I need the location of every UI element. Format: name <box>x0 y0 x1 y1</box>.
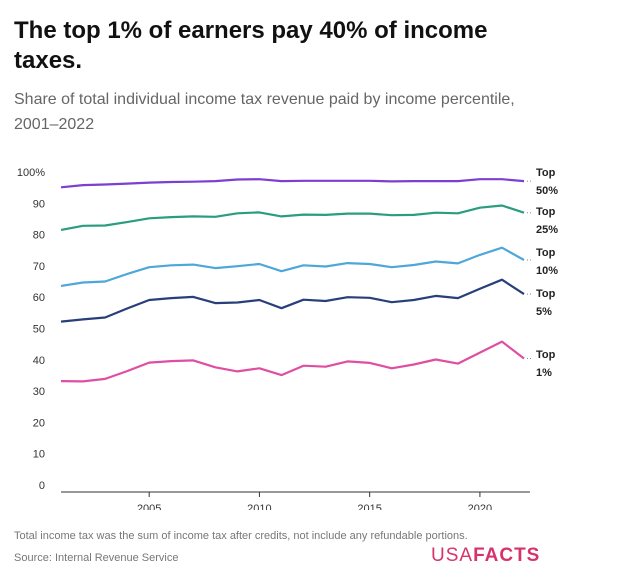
y-tick-label: 70 <box>33 261 45 273</box>
series-line <box>60 340 525 383</box>
series-line <box>60 278 525 323</box>
x-tick-label: 2010 <box>247 503 271 510</box>
series-label-line2: 1% <box>536 367 552 379</box>
x-axis: 2005 2010 2015 2020 <box>61 491 530 510</box>
series-label-line1: Top <box>536 288 556 300</box>
x-tick-label: 2020 <box>468 503 492 510</box>
y-tick-label: 50 <box>33 324 45 336</box>
y-tick-label: 100% <box>17 167 45 179</box>
y-tick-label: 40 <box>33 355 45 367</box>
series-label-line1: Top <box>536 349 556 361</box>
logo-part-facts: FACTS <box>473 545 541 566</box>
series-layer <box>60 178 525 383</box>
y-tick-label: 80 <box>33 230 45 242</box>
series-label-line2: 10% <box>536 265 558 277</box>
y-tick-label: 60 <box>33 292 45 304</box>
y-tick-label: 30 <box>33 386 45 398</box>
series-label-line2: 5% <box>536 306 552 318</box>
usafacts-logo: USAFACTS <box>431 545 540 567</box>
y-axis: 0 10 20 30 40 50 60 70 80 90 100% <box>17 167 45 492</box>
series-line <box>60 204 525 231</box>
series-label-line1: Top <box>536 167 556 179</box>
series-line <box>60 178 525 189</box>
y-tick-label: 90 <box>33 198 45 210</box>
series-label-line2: 50% <box>536 185 558 197</box>
logo-part-usa: USA <box>431 545 474 566</box>
footnote: Total income tax was the sum of income t… <box>14 530 468 542</box>
source-note: Source: Internal Revenue Service <box>14 552 179 564</box>
x-tick-label: 2015 <box>357 503 381 510</box>
line-chart: 0 10 20 30 40 50 60 70 80 90 100% 2005 2010 2015 2020… <box>17 167 558 510</box>
series-line <box>60 246 525 287</box>
chart-subtitle: Share of total individual income tax rev… <box>14 91 515 133</box>
series-labels: Top 50% Top 25% Top 10% Top 5% Top 1% <box>527 167 558 379</box>
series-label-line2: 25% <box>536 224 558 236</box>
series-label-line1: Top <box>536 206 556 218</box>
x-tick-label: 2005 <box>137 503 161 510</box>
page-title: The top 1% of earners pay 40% of income … <box>14 17 488 74</box>
series-label-line1: Top <box>536 247 556 259</box>
y-tick-label: 20 <box>33 417 45 429</box>
y-tick-label: 10 <box>33 449 45 461</box>
y-tick-label: 0 <box>39 480 45 492</box>
